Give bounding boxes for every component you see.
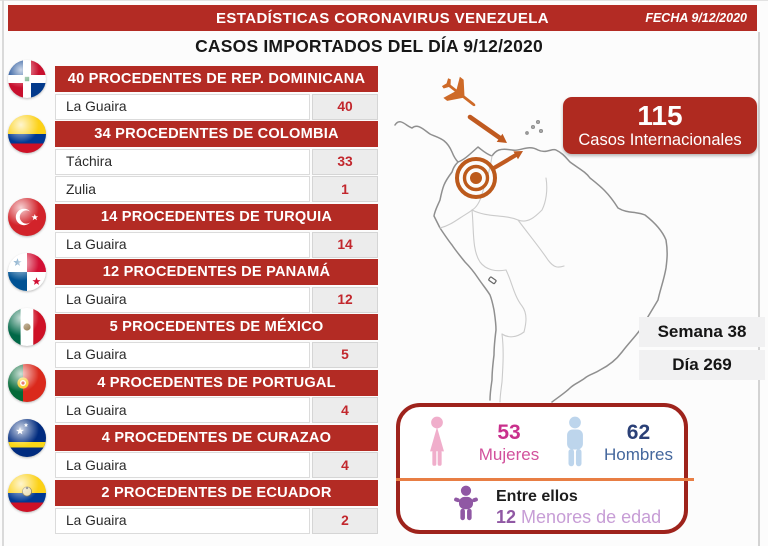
flag-curacao-icon xyxy=(8,418,46,457)
flag-dominican-republic-icon xyxy=(8,60,46,98)
country-header: 40 PROCEDENTES DE REP. DOMINICANA xyxy=(55,66,378,92)
country-header: 14 PROCEDENTES DE TURQUIA xyxy=(55,203,378,230)
header-bar: ESTADÍSTICAS CORONAVIRUS VENEZUELA FECHA… xyxy=(8,5,757,31)
men-count: 62 xyxy=(626,420,651,444)
plane-icon xyxy=(441,76,476,107)
case-count: 2 xyxy=(312,507,378,534)
case-count: 1 xyxy=(312,176,378,203)
section-mexico: 5 PROCEDENTES DE MÉXICO La Guaira 5 xyxy=(8,308,378,368)
case-count: 5 xyxy=(312,341,378,368)
left-edge-line xyxy=(2,0,4,546)
imported-cases-table: 40 PROCEDENTES DE REP. DOMINICANA La Gua… xyxy=(8,60,378,535)
origin-state-label: La Guaira xyxy=(55,231,310,258)
table-row: La Guaira 12 xyxy=(55,286,378,313)
table-row: La Guaira 4 xyxy=(55,452,378,479)
origin-state-label: La Guaira xyxy=(55,286,310,313)
divider xyxy=(396,478,694,481)
origin-state-label: La Guaira xyxy=(55,341,310,368)
table-row: La Guaira 14 xyxy=(55,231,378,258)
international-cases-box: 115 Casos Internacionales xyxy=(563,97,757,154)
international-cases-label: Casos Internacionales xyxy=(578,131,742,149)
country-header: 5 PROCEDENTES DE MÉXICO xyxy=(55,314,378,341)
women-group: 53 Mujeres xyxy=(422,416,542,470)
country-header: 12 PROCEDENTES DE PANAMÁ xyxy=(55,259,378,286)
table-row: Táchira 33 xyxy=(55,148,378,175)
gender-row: 53 Mujeres 62 Hombres xyxy=(400,407,684,478)
male-icon xyxy=(567,416,583,466)
header-title: ESTADÍSTICAS CORONAVIRUS VENEZUELA xyxy=(215,9,550,27)
table-row: La Guaira 5 xyxy=(55,341,378,368)
section-colombia: 34 PROCEDENTES DE COLOMBIA Táchira 33 Zu… xyxy=(8,115,378,203)
origin-state-label: Táchira xyxy=(55,148,310,175)
country-header: 4 PROCEDENTES DE CURAZAO xyxy=(55,424,378,451)
minors-label: Menores de edad xyxy=(521,506,662,527)
flag-mexico-icon xyxy=(8,308,46,347)
travel-decorations xyxy=(441,76,523,199)
origin-state-label: La Guaira xyxy=(55,452,310,479)
table-row: La Guaira 2 xyxy=(55,507,378,534)
country-header: 4 PROCEDENTES DE PORTUGAL xyxy=(55,369,378,396)
section-ecuador: 2 PROCEDENTES DE ECUADOR La Guaira 2 xyxy=(8,473,378,534)
header-date: FECHA 9/12/2020 xyxy=(645,11,747,25)
flag-panama-icon xyxy=(8,253,46,292)
bullseye-target-icon xyxy=(455,157,497,199)
case-count: 4 xyxy=(312,397,378,424)
men-group: 62 Hombres xyxy=(560,416,673,470)
page-title: CASOS IMPORTADOS DEL DÍA 9/12/2020 xyxy=(195,36,543,56)
case-count: 40 xyxy=(312,93,378,120)
origin-state-label: La Guaira xyxy=(55,93,310,120)
section-turkey: 14 PROCEDENTES DE TURQUIA La Guaira 14 xyxy=(8,197,378,258)
table-row: La Guaira 40 xyxy=(55,93,378,120)
origin-state-label: Zulia xyxy=(55,176,310,203)
international-cases-count: 115 xyxy=(637,100,683,131)
women-label: Mujeres xyxy=(478,444,540,464)
table-row: La Guaira 4 xyxy=(55,397,378,424)
flag-portugal-icon xyxy=(8,363,46,402)
case-count: 33 xyxy=(312,148,378,175)
section-dominican-republic: 40 PROCEDENTES DE REP. DOMINICANA La Gua… xyxy=(8,60,378,120)
minors-count: 12 xyxy=(496,506,517,527)
flag-colombia-icon xyxy=(8,115,46,154)
week-label: Semana 38 xyxy=(639,317,765,347)
female-icon xyxy=(430,416,444,466)
case-count: 12 xyxy=(312,286,378,313)
minors-line: 12 Menores de edad xyxy=(496,506,661,528)
case-count: 14 xyxy=(312,231,378,258)
top-edge-line xyxy=(0,0,768,1)
section-curacao: 4 PROCEDENTES DE CURAZAO La Guaira 4 xyxy=(8,418,378,479)
section-portugal: 4 PROCEDENTES DE PORTUGAL La Guaira 4 xyxy=(8,363,378,424)
flag-ecuador-icon xyxy=(8,473,46,512)
country-header: 34 PROCEDENTES DE COLOMBIA xyxy=(55,121,378,148)
demographics-box: 53 Mujeres 62 Hombres xyxy=(396,403,694,534)
minors-row: Entre ellos 12 Menores de edad xyxy=(400,484,684,530)
right-edge-line xyxy=(758,32,760,546)
women-count: 53 xyxy=(497,420,521,444)
arrow-icon xyxy=(467,114,523,171)
day-label: Día 269 xyxy=(639,350,765,380)
country-header: 2 PROCEDENTES DE ECUADOR xyxy=(55,479,378,506)
case-count: 4 xyxy=(312,452,378,479)
origin-state-label: La Guaira xyxy=(55,397,310,424)
origin-state-label: La Guaira xyxy=(55,507,310,534)
men-label: Hombres xyxy=(604,444,673,464)
flag-turkey-icon xyxy=(8,197,46,236)
minors-intro: Entre ellos xyxy=(496,487,578,505)
section-panama: 12 PROCEDENTES DE PANAMÁ La Guaira 12 xyxy=(8,253,378,313)
child-icon xyxy=(454,485,478,521)
period-box: Semana 38 Día 269 xyxy=(639,317,765,383)
table-row: Zulia 1 xyxy=(55,176,378,203)
